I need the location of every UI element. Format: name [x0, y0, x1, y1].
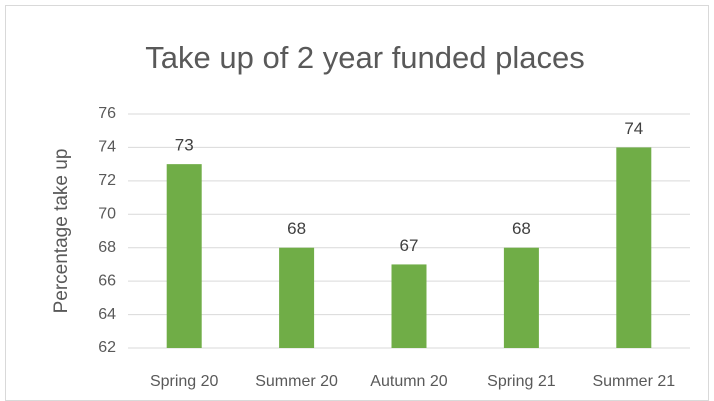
data-label: 67: [400, 236, 419, 255]
data-label: 68: [287, 219, 306, 238]
y-tick-label: 66: [98, 272, 116, 289]
x-tick-label: Spring 21: [487, 373, 556, 390]
data-label: 74: [624, 119, 643, 138]
bar: [166, 164, 202, 348]
y-tick-label: 62: [98, 339, 116, 356]
y-tick-label: 64: [98, 306, 116, 323]
x-tick-label: Autumn 20: [370, 373, 447, 390]
chart-title: Take up of 2 year funded places: [145, 40, 584, 75]
chart-border: [5, 5, 709, 401]
data-label: 73: [175, 136, 194, 155]
x-tick-label: Summer 20: [255, 373, 338, 390]
bar: [279, 247, 315, 348]
y-tick-label: 70: [98, 206, 116, 223]
bar: [616, 147, 652, 348]
data-label: 68: [512, 219, 531, 238]
y-tick-label: 68: [98, 239, 116, 256]
x-tick-label: Spring 20: [150, 373, 219, 390]
x-tick-label: Summer 21: [592, 373, 675, 390]
y-tick-label: 76: [98, 105, 116, 122]
y-axis-label: Percentage take up: [51, 149, 72, 314]
y-tick-label: 74: [98, 139, 116, 156]
bar: [391, 264, 427, 348]
bar: [503, 247, 539, 348]
y-tick-label: 72: [98, 172, 116, 189]
